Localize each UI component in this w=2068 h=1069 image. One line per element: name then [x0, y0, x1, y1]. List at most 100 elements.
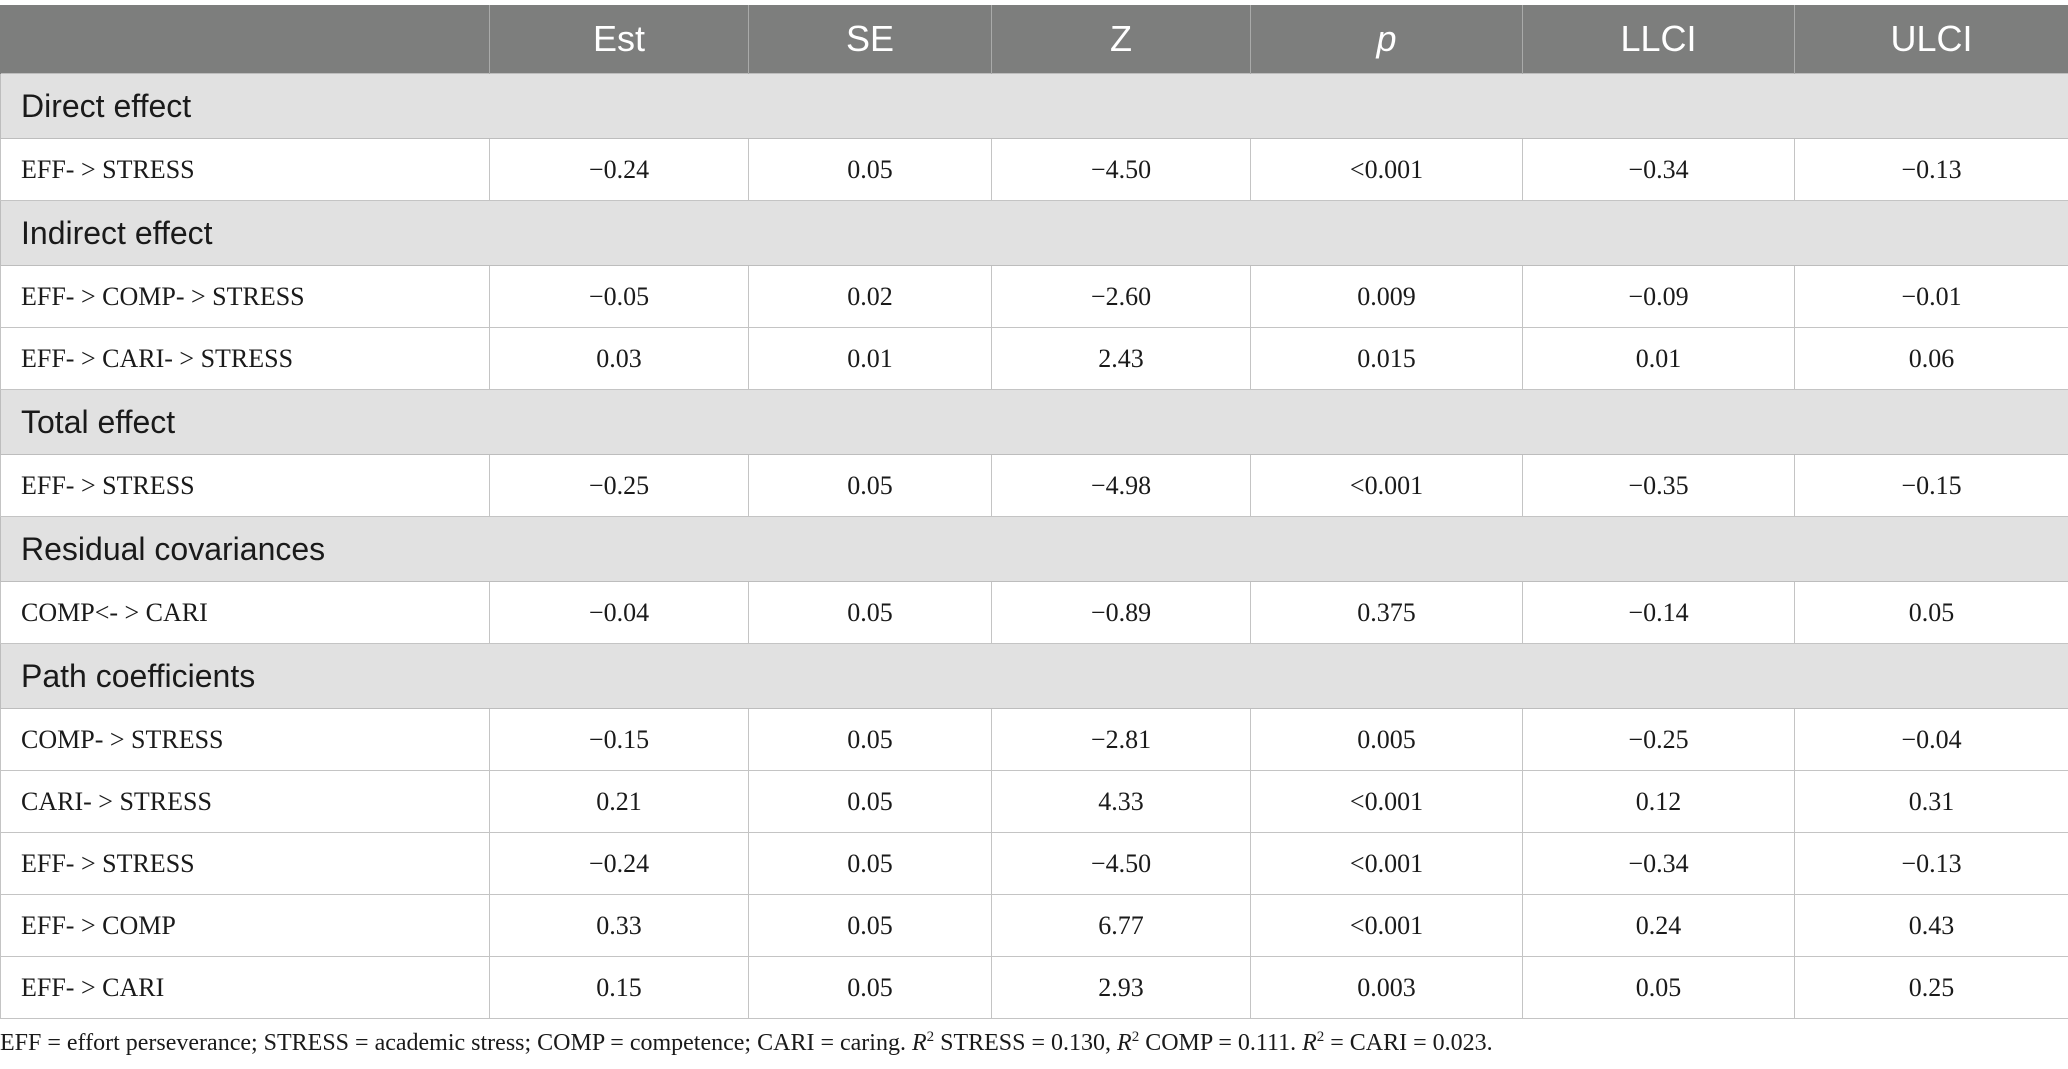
header-llci: LLCI [1522, 5, 1795, 74]
footnote-superscript: 2 [926, 1029, 935, 1045]
table-cell: 4.33 [991, 770, 1251, 833]
row-label: EFF- > CARI [0, 956, 490, 1019]
header-est: Est [489, 5, 749, 74]
table-cell: 0.05 [748, 956, 992, 1019]
header-se: SE [748, 5, 992, 74]
table-cell: 0.43 [1794, 894, 2068, 957]
table-cell: <0.001 [1250, 770, 1523, 833]
footnote-r-symbol: R [911, 1030, 927, 1056]
table-cell: <0.001 [1250, 894, 1523, 957]
table-cell: 0.05 [1522, 956, 1795, 1019]
section-row: Direct effect [0, 73, 2068, 139]
table-cell: 0.05 [748, 832, 992, 895]
table-cell: −0.24 [489, 138, 749, 201]
table-cell: 0.02 [748, 265, 992, 328]
table-cell: 0.05 [748, 454, 992, 517]
table-row: COMP- > STRESS −0.15 0.05 −2.81 0.005 −0.25 −0… [0, 708, 2068, 771]
table-cell: −0.04 [489, 581, 749, 644]
table-cell: 0.05 [748, 770, 992, 833]
table-cell: 0.05 [748, 581, 992, 644]
table-cell: −2.81 [991, 708, 1251, 771]
table-cell: 0.009 [1250, 265, 1523, 328]
footnote-r-symbol: R [1117, 1030, 1132, 1056]
section-title: Path coefficients [0, 643, 2068, 709]
table-cell: −0.34 [1522, 138, 1795, 201]
table-cell: −0.15 [1794, 454, 2068, 517]
results-table: Est SE Z p LLCI ULCI Direct effect EFF- >… [0, 5, 2068, 1019]
table-body: Direct effect EFF- > STRESS −0.24 0.05 −4.50… [0, 73, 2068, 1019]
table-cell: −0.24 [489, 832, 749, 895]
table-cell: 0.05 [1794, 581, 2068, 644]
table-cell: 0.005 [1250, 708, 1523, 771]
table-cell: 0.01 [1522, 327, 1795, 390]
table-cell: −0.35 [1522, 454, 1795, 517]
table-cell: <0.001 [1250, 454, 1523, 517]
table-cell: 0.375 [1250, 581, 1523, 644]
table-cell: 0.05 [748, 138, 992, 201]
table-cell: 0.003 [1250, 956, 1523, 1019]
table-cell: 2.43 [991, 327, 1251, 390]
table-cell: 0.24 [1522, 894, 1795, 957]
table-cell: −0.13 [1794, 138, 2068, 201]
table-cell: −0.05 [489, 265, 749, 328]
table-cell: 0.31 [1794, 770, 2068, 833]
table-header: Est SE Z p LLCI ULCI [0, 5, 2068, 74]
row-label: EFF- > COMP- > STRESS [0, 265, 490, 328]
table-row: EFF- > STRESS −0.24 0.05 −4.50 <0.001 −0.34 −0… [0, 832, 2068, 895]
section-title: Indirect effect [0, 200, 2068, 266]
table-cell: −0.13 [1794, 832, 2068, 895]
header-ulci: ULCI [1794, 5, 2068, 74]
section-row: Total effect [0, 389, 2068, 455]
table-cell: 0.21 [489, 770, 749, 833]
table-cell: −4.50 [991, 832, 1251, 895]
table-cell: −0.89 [991, 581, 1251, 644]
footnote-r-symbol: R [1302, 1030, 1317, 1056]
table-cell: 6.77 [991, 894, 1251, 957]
header-p: p [1250, 5, 1523, 74]
table-cell: 0.06 [1794, 327, 2068, 390]
section-title: Total effect [0, 389, 2068, 455]
header-row: Est SE Z p LLCI ULCI [0, 5, 2068, 74]
row-label: EFF- > STRESS [0, 138, 490, 201]
table-cell: 0.33 [489, 894, 749, 957]
table-cell: 2.93 [991, 956, 1251, 1019]
table-row: EFF- > CARI 0.15 0.05 2.93 0.003 0.05 0.25 [0, 956, 2068, 1019]
table-cell: −2.60 [991, 265, 1251, 328]
header-label-column [0, 5, 490, 74]
table-cell: −0.15 [489, 708, 749, 771]
table-cell: −0.25 [489, 454, 749, 517]
footnote-text-4: = CARI = 0.023. [1324, 1030, 1493, 1056]
section-row: Residual covariances [0, 516, 2068, 582]
table-cell: <0.001 [1250, 138, 1523, 201]
table-cell: 0.25 [1794, 956, 2068, 1019]
table-row: EFF- > COMP- > STRESS −0.05 0.02 −2.60 0.009… [0, 265, 2068, 328]
table-cell: 0.05 [748, 894, 992, 957]
table-cell: −0.09 [1522, 265, 1795, 328]
footnote-text-2: STRESS = 0.130, [934, 1030, 1118, 1056]
table-cell: −4.50 [991, 138, 1251, 201]
table-row: COMP<- > CARI −0.04 0.05 −0.89 0.375 −0.14 0.0… [0, 581, 2068, 644]
table-cell: −0.14 [1522, 581, 1795, 644]
table-cell: 0.03 [489, 327, 749, 390]
header-z: Z [991, 5, 1251, 74]
row-label: COMP- > STRESS [0, 708, 490, 771]
row-label: CARI- > STRESS [0, 770, 490, 833]
table-cell: 0.05 [748, 708, 992, 771]
table-cell: −4.98 [991, 454, 1251, 517]
table-cell: 0.15 [489, 956, 749, 1019]
row-label: EFF- > STRESS [0, 454, 490, 517]
row-label: COMP<- > CARI [0, 581, 490, 644]
section-title: Residual covariances [0, 516, 2068, 582]
section-row: Path coefficients [0, 643, 2068, 709]
section-title: Direct effect [0, 73, 2068, 139]
table-cell: 0.015 [1250, 327, 1523, 390]
footnote-text-1: EFF = effort perseverance; STRESS = acad… [0, 1030, 912, 1056]
table-row: CARI- > STRESS 0.21 0.05 4.33 <0.001 0.12 0.31 [0, 770, 2068, 833]
table-row: EFF- > COMP 0.33 0.05 6.77 <0.001 0.24 0.43 [0, 894, 2068, 957]
footnote-text-3: COMP = 0.111. [1139, 1030, 1303, 1056]
row-label: EFF- > STRESS [0, 832, 490, 895]
row-label: EFF- > COMP [0, 894, 490, 957]
table-cell: −0.01 [1794, 265, 2068, 328]
footnote-superscript: 2 [1131, 1029, 1140, 1045]
table-cell: −0.25 [1522, 708, 1795, 771]
